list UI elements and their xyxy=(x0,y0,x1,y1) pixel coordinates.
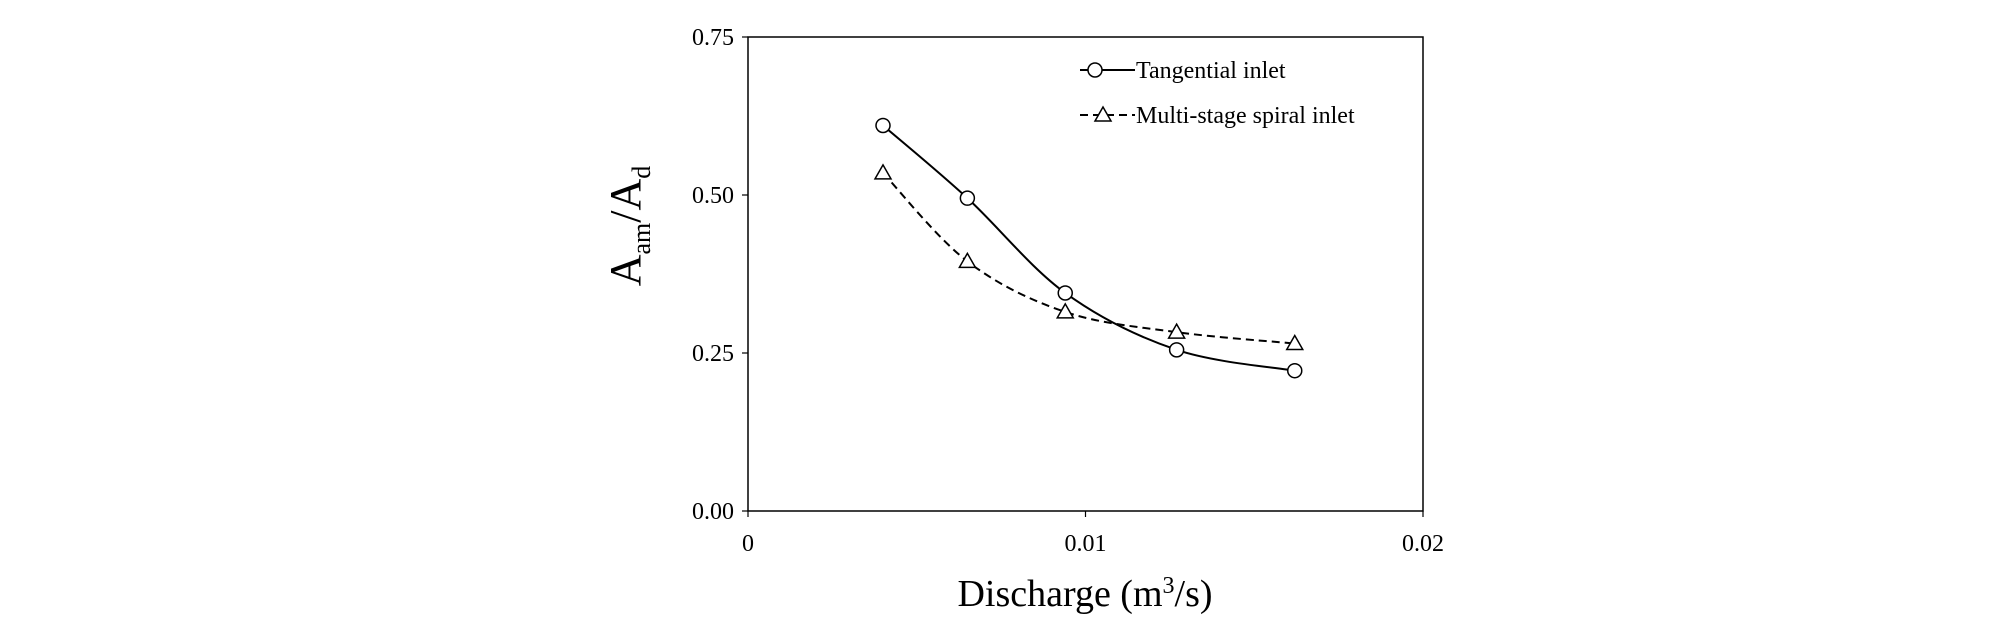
data-point-multistage xyxy=(1167,322,1186,339)
legend-marker-circle-icon xyxy=(1087,62,1103,78)
x-tick-label: 0 xyxy=(742,531,754,557)
data-point-tangential xyxy=(1287,362,1303,379)
legend-item-tangential: Tangential inlet xyxy=(1080,58,1286,84)
data-point-tangential xyxy=(1168,342,1185,358)
y-tick-label: 0.75 xyxy=(692,25,734,51)
y-axis-title-a-sub: am xyxy=(627,223,656,255)
y-axis-title: Aam/Ad xyxy=(601,166,656,287)
y-tick-label: 0.50 xyxy=(692,183,734,209)
data-point-tangential xyxy=(959,190,976,206)
legend-label-multistage: Multi-stage spiral inlet xyxy=(1136,103,1355,129)
y-tick-label: 0.00 xyxy=(692,499,734,525)
legend-label-tangential: Tangential inlet xyxy=(1136,58,1286,84)
series-line-tangential xyxy=(882,124,1295,372)
data-point-tangential xyxy=(875,117,891,134)
x-axis-title-sup: 3 xyxy=(1163,573,1175,599)
legend: Tangential inlet Multi-stage spiral inle… xyxy=(1080,58,1355,129)
y-axis-title-a: A xyxy=(601,254,650,286)
x-tick-label: 0.01 xyxy=(1065,531,1107,557)
x-axis-title-tail: /s) xyxy=(1175,573,1213,615)
y-tick-label: 0.25 xyxy=(692,341,734,367)
ticks-layer: 0.00 0.25 0.50 0.75 0 0.01 0.02 xyxy=(692,25,1444,557)
series-line-multistage xyxy=(882,172,1295,345)
y-axis-title-slash: /A xyxy=(601,179,650,223)
data-point-multistage xyxy=(1285,334,1305,351)
y-axis-title-d-sub: d xyxy=(627,166,656,179)
x-axis-title: Discharge (m3/s) xyxy=(957,573,1212,615)
x-axis-title-main: Discharge (m xyxy=(957,573,1162,615)
data-point-multistage xyxy=(1055,302,1075,319)
legend-item-multistage: Multi-stage spiral inlet xyxy=(1080,103,1355,129)
data-point-multistage xyxy=(958,251,977,269)
data-point-multistage xyxy=(873,163,893,180)
legend-marker-triangle-icon xyxy=(1093,105,1113,122)
series-layer xyxy=(873,117,1305,379)
x-tick-label: 0.02 xyxy=(1402,531,1444,557)
data-point-tangential xyxy=(1057,285,1073,301)
